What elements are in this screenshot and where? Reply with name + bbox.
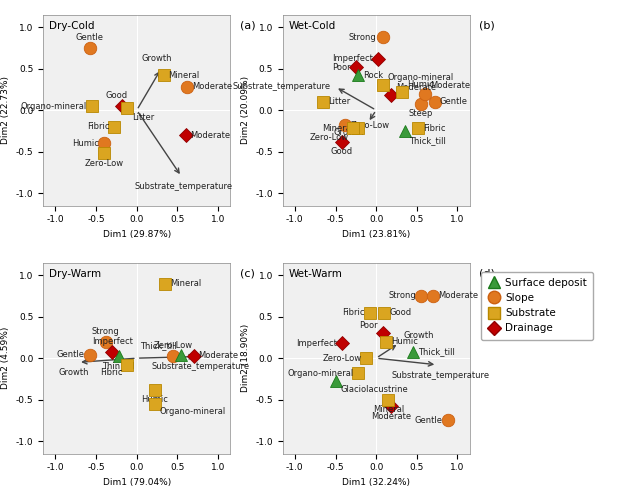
Text: Substrate_temperature: Substrate_temperature [152, 362, 250, 371]
X-axis label: Dim1 (23.81%): Dim1 (23.81%) [342, 230, 410, 239]
Text: Wet-Warm: Wet-Warm [288, 269, 342, 279]
Text: Fibric: Fibric [87, 122, 109, 131]
Text: Humic: Humic [391, 337, 418, 346]
Text: (b): (b) [479, 21, 495, 31]
Text: Zero-Low: Zero-Low [154, 341, 193, 350]
Text: Humic: Humic [72, 139, 99, 148]
Text: Fibric: Fibric [342, 308, 365, 317]
Text: Litter: Litter [132, 113, 154, 122]
Text: Substrate_temperature: Substrate_temperature [391, 371, 489, 380]
Text: Good: Good [331, 147, 353, 156]
Text: Growth: Growth [334, 128, 364, 138]
Text: Steep: Steep [408, 109, 433, 118]
Y-axis label: Dim2 (20.09%): Dim2 (20.09%) [241, 76, 250, 144]
Text: Moderate: Moderate [371, 412, 411, 421]
Text: Imperfect: Imperfect [92, 337, 133, 346]
Text: Thick_till: Thick_till [410, 136, 446, 145]
Text: Humic: Humic [407, 79, 434, 89]
Text: (a): (a) [240, 21, 255, 31]
Text: Good: Good [389, 308, 412, 317]
Text: Zero-Low: Zero-Low [85, 159, 124, 168]
Text: Humic: Humic [142, 395, 168, 404]
Text: Moderate: Moderate [198, 351, 239, 360]
Text: Mineral: Mineral [373, 405, 404, 415]
Text: Fibric: Fibric [423, 124, 446, 133]
Text: Gentle: Gentle [57, 351, 85, 359]
Text: Growth: Growth [404, 331, 434, 340]
Text: Imperfect: Imperfect [332, 54, 373, 63]
Text: Thick_till: Thick_till [140, 341, 177, 350]
Text: Rock: Rock [363, 71, 383, 80]
Text: Litter: Litter [328, 98, 350, 106]
Text: (c): (c) [240, 269, 255, 279]
Y-axis label: Dim2 (4.59%): Dim2 (4.59%) [1, 327, 11, 389]
Text: Substrate_temperature: Substrate_temperature [135, 182, 233, 191]
Y-axis label: Dim2 (22.73%): Dim2 (22.73%) [1, 76, 11, 144]
Legend: Surface deposit, Slope, Substrate, Drainage: Surface deposit, Slope, Substrate, Drain… [481, 272, 593, 340]
Text: Poor: Poor [332, 63, 351, 71]
Text: Organo-mineral: Organo-mineral [387, 73, 454, 82]
Text: Gentle: Gentle [75, 33, 104, 42]
Text: Gentle: Gentle [415, 416, 443, 425]
Text: Strong: Strong [92, 327, 120, 336]
X-axis label: Dim1 (29.87%): Dim1 (29.87%) [103, 230, 171, 239]
Text: (d): (d) [479, 269, 495, 279]
Text: Moderate: Moderate [192, 82, 232, 91]
Text: Organo-mineral: Organo-mineral [21, 102, 87, 110]
Text: Strong: Strong [388, 291, 416, 300]
Text: Zero-Low: Zero-Low [350, 121, 389, 130]
Text: Organo-mineral: Organo-mineral [159, 407, 226, 416]
Text: Mineral: Mineral [169, 71, 200, 80]
X-axis label: Dim1 (79.04%): Dim1 (79.04%) [103, 478, 171, 487]
Text: Organo-mineral: Organo-mineral [287, 369, 353, 378]
Text: Good: Good [106, 91, 127, 100]
Text: Poor: Poor [359, 321, 378, 330]
Text: Zero-Low: Zero-Low [310, 134, 349, 142]
Text: Moderate: Moderate [396, 83, 436, 92]
Text: Imperfect: Imperfect [296, 339, 337, 348]
Text: Growth: Growth [59, 368, 90, 377]
Text: Growth: Growth [142, 54, 172, 63]
Text: Strong: Strong [349, 33, 376, 42]
Text: Moderate: Moderate [190, 131, 231, 140]
Text: Mineral: Mineral [170, 279, 201, 288]
Text: Thick_till: Thick_till [418, 347, 454, 356]
Text: Moderate: Moderate [438, 291, 478, 300]
Text: Zero-Low: Zero-Low [323, 353, 362, 363]
Text: Substrate_temperature: Substrate_temperature [232, 82, 331, 91]
Text: Fibric: Fibric [99, 368, 122, 377]
X-axis label: Dim1 (32.24%): Dim1 (32.24%) [342, 478, 410, 487]
Text: Thin_till: Thin_till [103, 361, 135, 371]
Text: Moderate: Moderate [430, 81, 470, 90]
Text: Glaciolacustrine: Glaciolacustrine [341, 385, 408, 394]
Text: Mineral: Mineral [322, 124, 353, 133]
Text: Gentle: Gentle [439, 98, 468, 106]
Text: Dry-Warm: Dry-Warm [49, 269, 101, 279]
Text: Wet-Cold: Wet-Cold [288, 21, 336, 31]
Y-axis label: Dim2 (18.90%): Dim2 (18.90%) [241, 324, 250, 392]
Text: Dry-Cold: Dry-Cold [49, 21, 95, 31]
